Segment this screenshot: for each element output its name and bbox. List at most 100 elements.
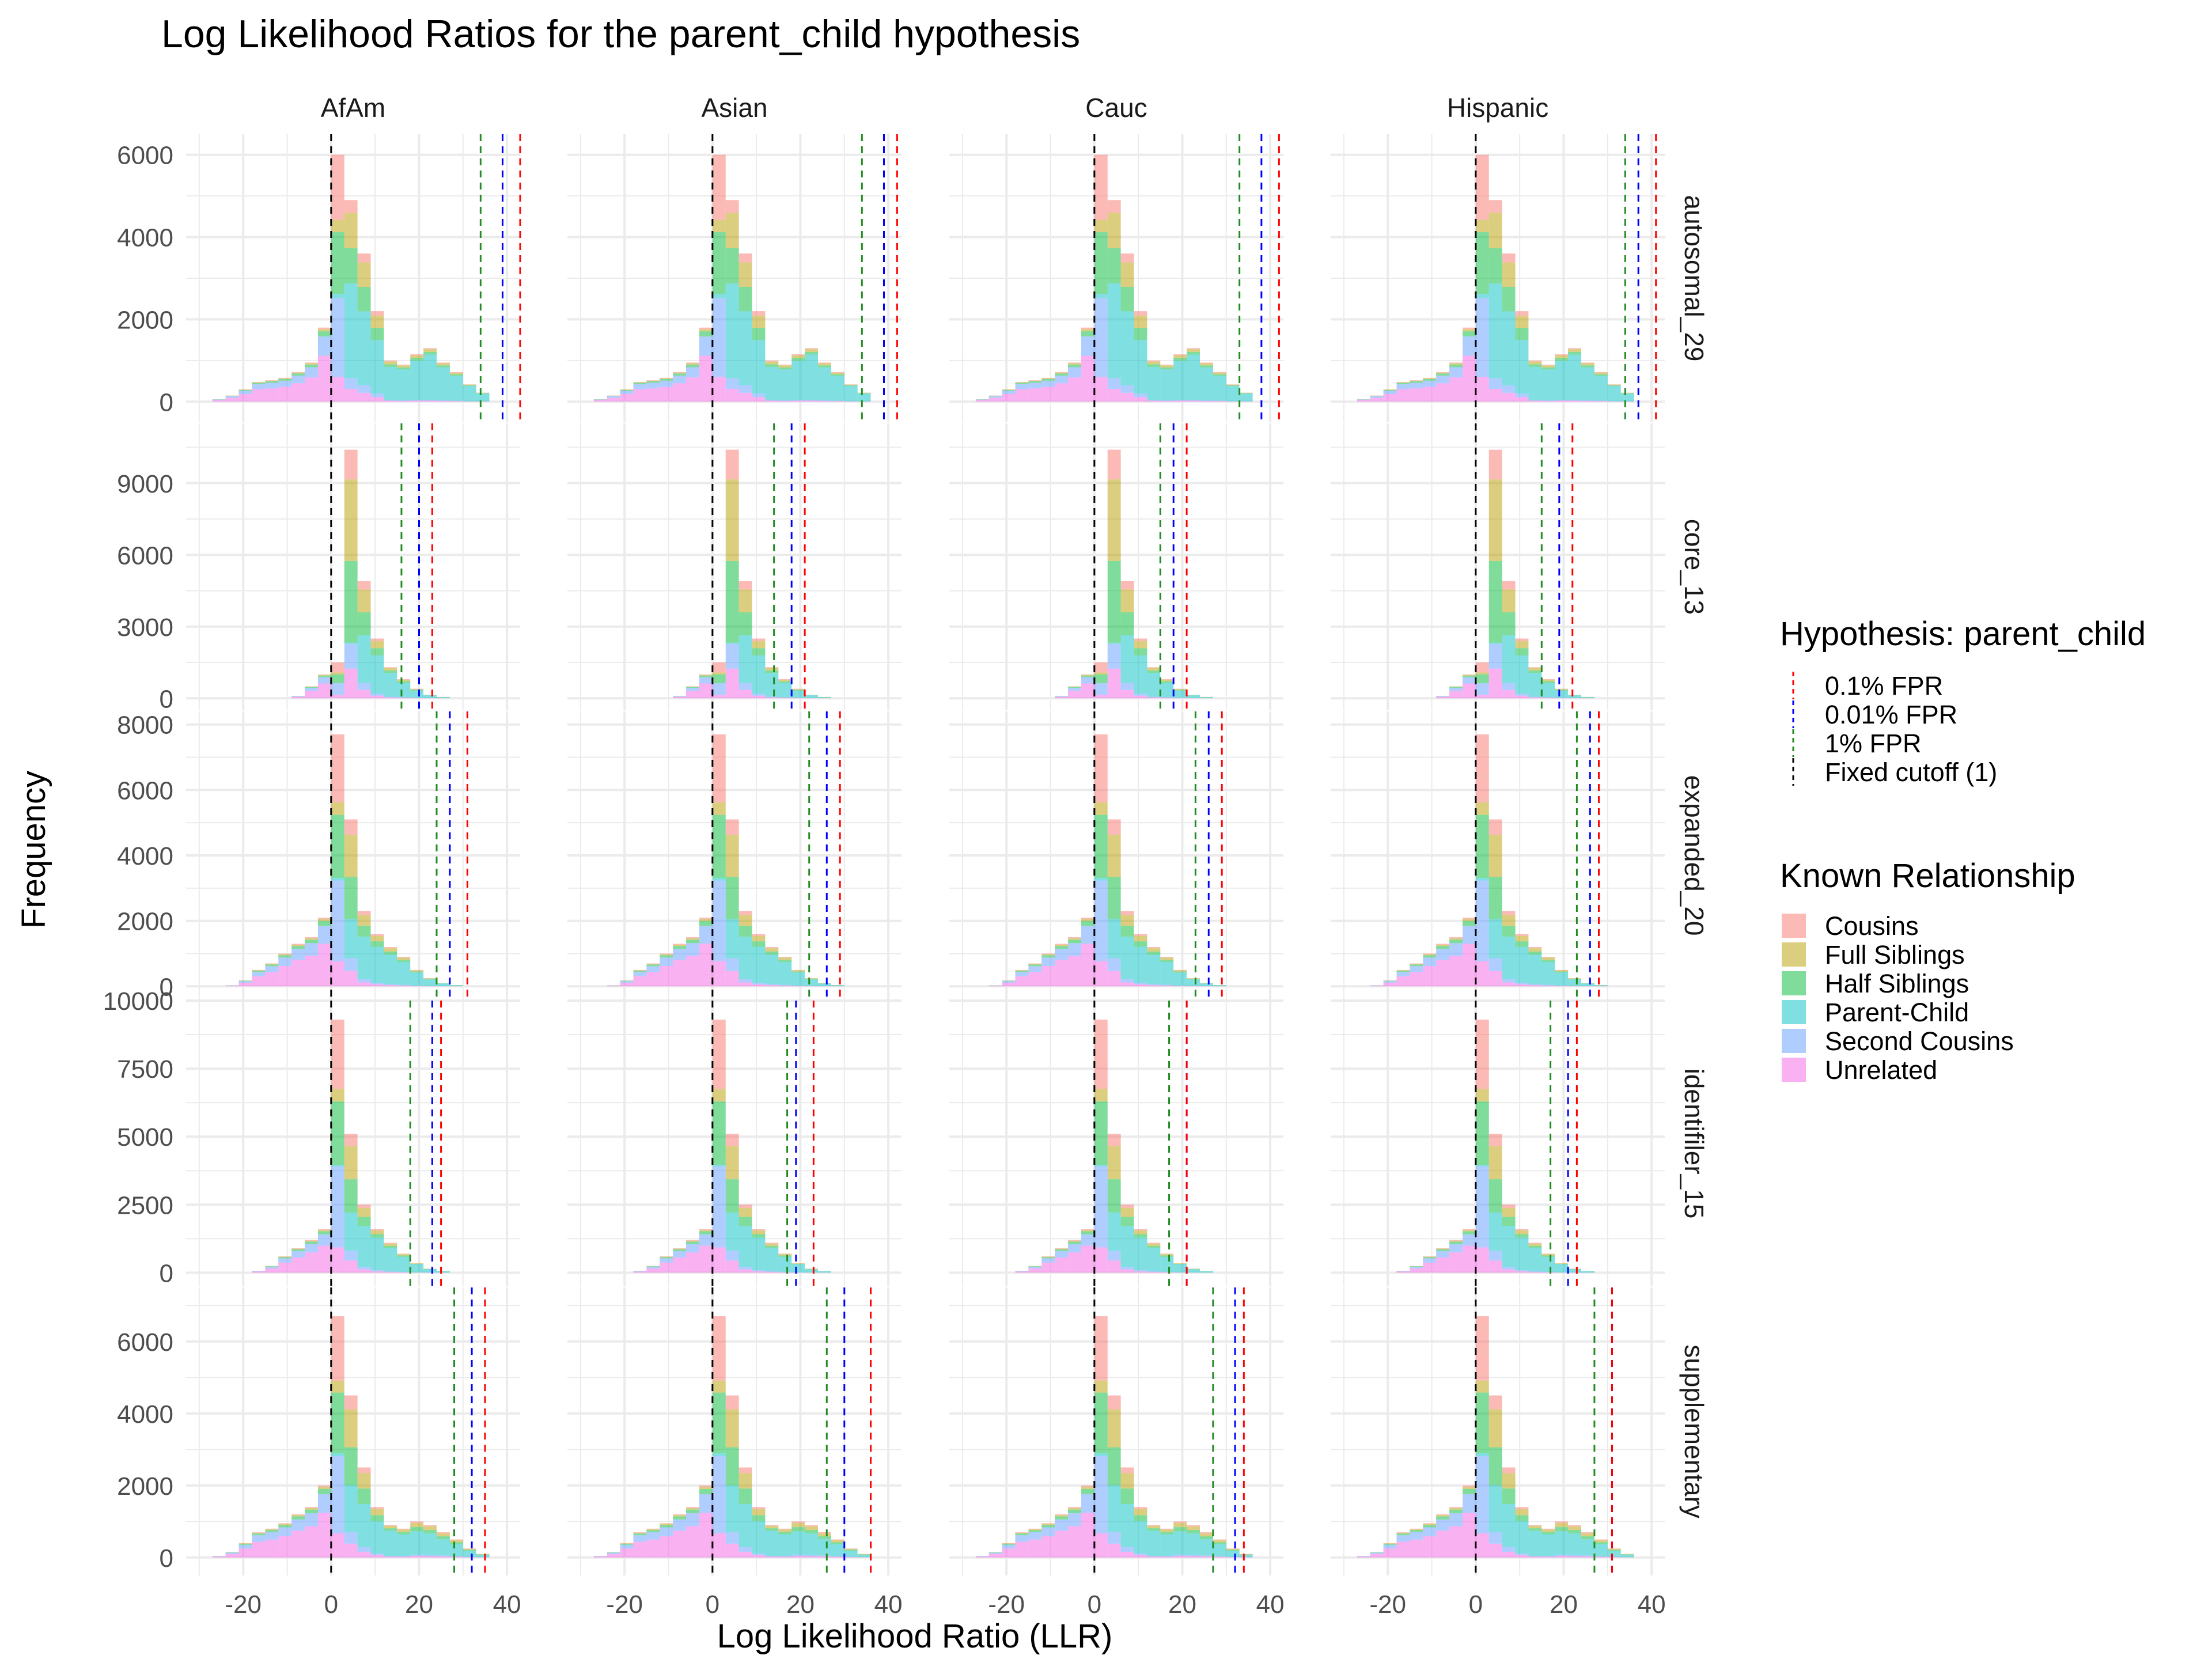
bar-half-siblings: [765, 670, 779, 673]
bar-second-cousins: [1449, 367, 1463, 378]
bar-cousins: [712, 734, 726, 802]
y-tick-label: 0: [160, 388, 173, 416]
bar-full-siblings: [410, 1522, 424, 1528]
bar-unrelated: [1594, 1556, 1608, 1558]
bar-cousins: [1607, 1548, 1621, 1549]
bar-cousins: [1200, 1532, 1213, 1533]
bar-half-siblings: [1449, 940, 1463, 944]
bar-full-siblings: [1081, 329, 1094, 332]
bar-unrelated: [1213, 1556, 1226, 1558]
bar-half-siblings: [1581, 1536, 1594, 1540]
bar-cousins: [397, 1528, 411, 1530]
bar-unrelated: [805, 1556, 818, 1558]
bar-unrelated: [1502, 1269, 1516, 1273]
bar-parent-child: [410, 1264, 424, 1272]
bar-second-cousins: [1462, 1494, 1476, 1513]
bar-full-siblings: [620, 389, 634, 390]
bar-second-cousins: [1436, 1519, 1450, 1531]
x-tick-label: -20: [225, 1590, 262, 1619]
bar-second-cousins: [791, 1554, 805, 1556]
bar-cousins: [305, 362, 318, 363]
bar-cousins: [686, 362, 699, 363]
bar-half-siblings: [238, 389, 252, 391]
bar-full-siblings: [1555, 355, 1569, 358]
bar-cousins: [620, 1543, 634, 1544]
bar-cousins: [1068, 1240, 1081, 1241]
bar-full-siblings: [317, 329, 331, 332]
bar-cousins: [765, 1525, 779, 1526]
bar-parent-child: [1187, 1533, 1200, 1555]
bar-unrelated: [1094, 961, 1108, 987]
bar-cousins: [1555, 1521, 1569, 1523]
bar-full-siblings: [752, 641, 766, 649]
bar-half-siblings: [370, 648, 384, 656]
bar-unrelated: [1028, 388, 1042, 402]
bar-full-siblings: [1094, 672, 1108, 675]
bar-unrelated: [463, 1557, 476, 1558]
bar-cousins: [1568, 348, 1581, 350]
bar-half-siblings: [1173, 1527, 1187, 1532]
bar-full-siblings: [1528, 1526, 1542, 1529]
bar-cousins: [437, 1532, 450, 1533]
bar-unrelated: [265, 388, 279, 402]
bar-full-siblings: [1147, 1243, 1161, 1246]
bar-unrelated: [331, 377, 344, 402]
bar-second-cousins: [1488, 958, 1502, 971]
bar-second-cousins: [1094, 1456, 1108, 1533]
bar-half-siblings: [1120, 612, 1134, 635]
bar-second-cousins: [370, 393, 384, 397]
bar-second-cousins: [1502, 1266, 1516, 1270]
bar-second-cousins: [738, 1547, 752, 1552]
bar-full-siblings: [712, 1380, 726, 1393]
bar-second-cousins: [1383, 981, 1397, 983]
bar-half-siblings: [331, 1101, 344, 1165]
bar-second-cousins: [1581, 400, 1594, 401]
bar-parent-child: [1502, 635, 1516, 683]
bar-unrelated: [1423, 966, 1437, 987]
bar-full-siblings: [738, 262, 752, 287]
bar-unrelated: [1134, 695, 1147, 699]
bar-cousins: [1594, 372, 1608, 373]
bar-parent-child: [1160, 1256, 1174, 1272]
bar-cousins: [384, 1525, 397, 1526]
bar-unrelated: [410, 986, 424, 987]
bar-unrelated: [1055, 696, 1069, 699]
bar-second-cousins: [384, 984, 397, 986]
bar-unrelated: [1357, 1556, 1370, 1558]
bar-parent-child: [1594, 376, 1608, 401]
bar-full-siblings: [1555, 689, 1569, 690]
bar-parent-child: [1134, 340, 1147, 394]
bar-full-siblings: [1081, 1487, 1094, 1489]
bar-half-siblings: [699, 921, 713, 926]
bar-unrelated: [1120, 690, 1134, 699]
bar-parent-child: [1173, 972, 1187, 986]
bar-parent-child: [410, 972, 424, 986]
bar-second-cousins: [1213, 400, 1226, 402]
bar-second-cousins: [331, 1456, 344, 1533]
bar-cousins: [844, 1548, 858, 1549]
bar-half-siblings: [725, 1179, 739, 1213]
bar-full-siblings: [844, 1548, 858, 1550]
bar-half-siblings: [818, 1536, 831, 1540]
bar-unrelated: [1488, 668, 1502, 699]
bar-cousins: [331, 1316, 344, 1381]
bar-unrelated: [384, 1556, 397, 1558]
y-tick-label: 10000: [103, 987, 173, 1016]
bar-cousins: [673, 372, 687, 373]
bar-second-cousins: [357, 979, 371, 983]
bar-full-siblings: [1134, 1230, 1147, 1234]
bar-unrelated: [1488, 1260, 1502, 1273]
bar-second-cousins: [1200, 400, 1213, 401]
bar-full-siblings: [1147, 948, 1161, 952]
bar-half-siblings: [1475, 1101, 1489, 1165]
bar-cousins: [1515, 1507, 1529, 1509]
bar-parent-child: [370, 946, 384, 983]
bar-cousins: [791, 969, 805, 971]
bar-unrelated: [633, 1541, 647, 1558]
bar-unrelated: [620, 1548, 634, 1558]
bar-second-cousins: [660, 380, 673, 387]
bar-unrelated: [1081, 944, 1094, 987]
bar-parent-child: [1581, 367, 1594, 400]
bar-second-cousins: [752, 393, 766, 397]
